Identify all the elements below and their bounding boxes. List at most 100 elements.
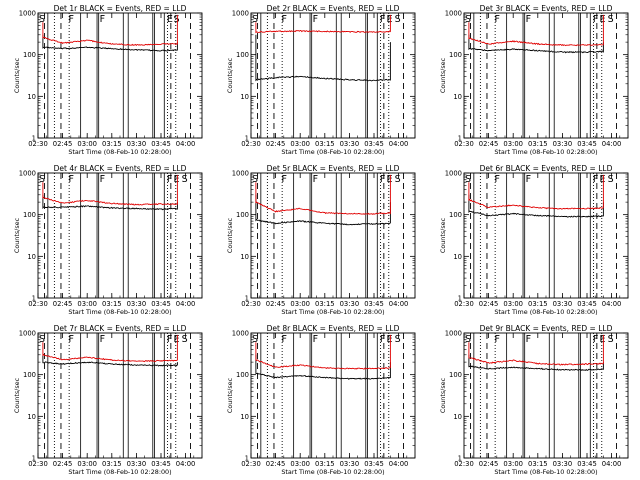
y-tick-label: 10 — [453, 253, 462, 261]
x-tick-label: 03:15 — [315, 140, 335, 148]
event-marker-3: E — [167, 14, 173, 25]
panel-title: Det 6r BLACK = Events, RED = LLD — [480, 164, 613, 173]
event-marker-5: S — [395, 334, 401, 345]
y-tick-label: 10 — [240, 93, 249, 101]
x-tick-label: 03:30 — [553, 460, 573, 468]
y-tick-label: 10 — [240, 253, 249, 261]
x-tick-label: 02:30 — [454, 300, 474, 308]
x-tick-label: 02:45 — [53, 140, 73, 148]
event-marker-1: F — [495, 174, 500, 185]
event-marker-4: E — [173, 334, 179, 345]
y-tick-label: 1000 — [445, 10, 462, 18]
events-series-line — [42, 354, 178, 367]
x-axis-label: Start Time (08-Feb-10 02:28:00) — [281, 468, 384, 476]
event-marker-2: F — [313, 334, 318, 345]
y-tick-label: 1000 — [445, 330, 462, 338]
event-marker-3: F — [167, 334, 172, 345]
x-tick-label: 04:00 — [602, 140, 622, 148]
event-marker-4: E — [173, 174, 179, 185]
x-axis-label: Start Time (08-Feb-10 02:28:00) — [281, 148, 384, 156]
x-axis-label: Start Time (08-Feb-10 02:28:00) — [494, 468, 597, 476]
y-axis-label: Counts/sec — [226, 57, 234, 93]
y-tick-label: 1000 — [19, 170, 36, 178]
x-tick-label: 03:15 — [102, 460, 122, 468]
panel-title: Det 5r BLACK = Events, RED = LLD — [267, 164, 400, 173]
lld-series-line — [42, 334, 178, 363]
event-marker-4: E — [599, 14, 605, 25]
event-marker-4: S — [173, 14, 179, 25]
event-marker-3: F — [593, 14, 598, 25]
y-tick-label: 1000 — [232, 170, 249, 178]
x-tick-label: 03:45 — [577, 300, 597, 308]
x-tick-label: 04:00 — [602, 300, 622, 308]
y-tick-label: 100 — [23, 51, 36, 59]
event-marker-3: F — [380, 14, 385, 25]
x-tick-label: 03:30 — [127, 140, 147, 148]
x-tick-label: 04:00 — [602, 460, 622, 468]
event-marker-0: S — [39, 14, 45, 25]
x-tick-label: 03:00 — [77, 140, 97, 148]
x-tick-label: 03:15 — [315, 300, 335, 308]
x-axis-label: Start Time (08-Feb-10 02:28:00) — [494, 308, 597, 316]
panel-title: Det 1r BLACK = Events, RED = LLD — [54, 4, 187, 13]
y-tick-label: 10 — [27, 253, 36, 261]
x-tick-label: 03:45 — [364, 140, 384, 148]
events-series-line — [255, 194, 391, 226]
x-tick-label: 02:45 — [266, 300, 286, 308]
event-marker-5: S — [395, 14, 401, 25]
panel-title: Det 2r BLACK = Events, RED = LLD — [267, 4, 400, 13]
x-axis-label: Start Time (08-Feb-10 02:28:00) — [68, 468, 171, 476]
event-marker-1: F — [69, 334, 74, 345]
x-tick-label: 02:45 — [266, 140, 286, 148]
x-tick-label: 03:45 — [577, 460, 597, 468]
events-series-line — [468, 194, 604, 218]
event-marker-2: F — [100, 14, 105, 25]
events-series-line — [468, 354, 604, 371]
x-tick-label: 03:45 — [577, 140, 597, 148]
event-marker-5: S — [608, 14, 614, 25]
event-marker-2: F — [100, 334, 105, 345]
x-tick-label: 03:00 — [503, 300, 523, 308]
event-marker-1: F — [69, 14, 74, 25]
x-tick-label: 02:45 — [53, 460, 73, 468]
y-tick-label: 10 — [27, 413, 36, 421]
x-tick-label: 03:15 — [528, 460, 548, 468]
event-marker-5: S — [395, 174, 401, 185]
x-tick-label: 03:00 — [77, 300, 97, 308]
events-series-line — [255, 34, 391, 82]
panel-title: Det 4r BLACK = Events, RED = LLD — [54, 164, 187, 173]
lld-series-line — [255, 174, 391, 215]
event-marker-0: S — [252, 14, 258, 25]
event-marker-1: F — [495, 14, 500, 25]
y-tick-label: 1 — [32, 135, 36, 143]
y-tick-label: 1000 — [19, 330, 36, 338]
x-tick-label: 02:45 — [479, 140, 499, 148]
y-tick-label: 100 — [449, 51, 462, 59]
event-marker-1: F — [282, 334, 287, 345]
lld-series-line — [468, 174, 604, 210]
x-tick-label: 03:30 — [340, 300, 360, 308]
y-tick-label: 1 — [245, 455, 249, 463]
events-series-line — [42, 34, 178, 52]
event-marker-3: F — [593, 334, 598, 345]
x-tick-label: 02:30 — [454, 460, 474, 468]
x-tick-label: 03:45 — [151, 300, 171, 308]
x-tick-label: 03:45 — [364, 300, 384, 308]
x-tick-label: 03:15 — [102, 140, 122, 148]
events-series-line — [42, 194, 178, 211]
x-tick-label: 03:00 — [290, 140, 310, 148]
event-marker-2: F — [526, 174, 531, 185]
event-marker-0: S — [252, 334, 258, 345]
x-tick-label: 03:30 — [127, 300, 147, 308]
x-tick-label: 03:00 — [290, 460, 310, 468]
y-axis-label: Counts/sec — [226, 377, 234, 413]
y-tick-label: 100 — [449, 371, 462, 379]
x-tick-label: 02:30 — [241, 140, 261, 148]
event-marker-0: S — [39, 334, 45, 345]
x-tick-label: 04:00 — [176, 140, 196, 148]
event-marker-0: S — [465, 174, 471, 185]
